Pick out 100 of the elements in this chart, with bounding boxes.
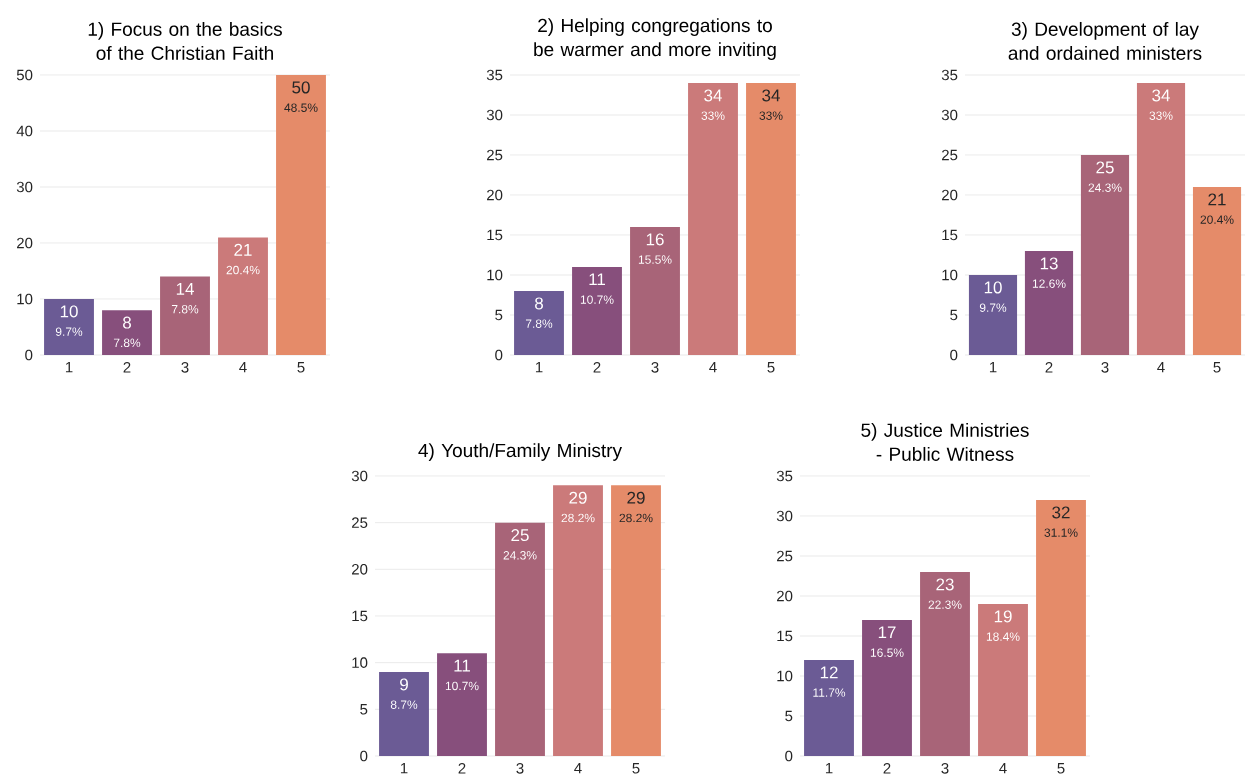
bar: [804, 659, 854, 756]
data-label: 23: [936, 578, 954, 591]
bar: [102, 310, 152, 355]
x-tick-label: 1: [535, 362, 543, 373]
x-tick-label: 3: [651, 362, 659, 373]
annotation: 11.7%: [813, 688, 846, 697]
data-label: 13: [1040, 257, 1058, 270]
bar: [630, 226, 680, 355]
bar: [978, 603, 1028, 756]
x-tick-label: 2: [123, 362, 131, 373]
x-tick-label: 5: [1057, 763, 1065, 774]
y-tick-label: 30: [351, 470, 368, 482]
y-tick-label: 50: [16, 69, 33, 81]
chart-title: 3) Development of lay and ordained ministers: [1008, 21, 1202, 60]
x-tick-label: 4: [239, 362, 247, 373]
annotation: 33%: [701, 111, 725, 120]
x-tick-label: 5: [767, 362, 775, 373]
annotation: 9.7%: [55, 327, 83, 336]
data-label: 8: [535, 297, 543, 310]
y-tick-label: 40: [16, 125, 33, 137]
x-tick-label: 5: [297, 362, 305, 373]
data-label: 12: [820, 666, 838, 679]
data-label: 16: [646, 233, 664, 246]
y-tick-label: 20: [942, 189, 958, 201]
data-label: 29: [569, 491, 587, 504]
annotation: 24.3%: [503, 551, 537, 560]
annotation: 7.8%: [113, 338, 141, 348]
y-tick-label: 5: [950, 309, 958, 321]
data-label: 17: [878, 626, 896, 639]
bar: [968, 274, 1018, 355]
bar: [218, 237, 268, 355]
y-tick-label: 10: [352, 657, 368, 668]
data-label: 34: [1152, 89, 1170, 102]
y-tick-label: 20: [487, 189, 503, 201]
bar: [746, 82, 796, 355]
x-tick-label: 4: [999, 763, 1007, 774]
y-tick-label: 10: [777, 670, 793, 682]
annotation: 15.5%: [638, 255, 672, 264]
data-label: 32: [1052, 506, 1070, 519]
x-tick-label: 2: [458, 763, 466, 774]
annotation: 20.4%: [1200, 215, 1234, 224]
data-label: 25: [1096, 161, 1114, 174]
bar: [1136, 82, 1186, 355]
data-label: 19: [994, 610, 1012, 623]
bar: [920, 571, 970, 756]
x-tick-label: 2: [593, 362, 601, 373]
data-label: 21: [234, 243, 252, 256]
data-label: 34: [762, 89, 780, 102]
y-tick-label: 25: [487, 149, 503, 161]
data-label: 9: [400, 678, 408, 691]
y-tick-label: 0: [785, 750, 793, 762]
annotation: 12.6%: [1032, 279, 1066, 288]
x-tick-label: 4: [574, 763, 582, 774]
y-tick-label: 15: [487, 229, 503, 241]
x-tick-label: 3: [516, 763, 524, 774]
x-tick-label: 1: [65, 362, 73, 373]
x-tick-label: 5: [1213, 362, 1221, 373]
bar: [862, 619, 912, 756]
y-tick-label: 20: [17, 237, 33, 249]
annotation: 48.5%: [284, 103, 318, 112]
bar: [379, 671, 429, 756]
y-tick-label: 25: [942, 149, 958, 161]
y-tick-label: 35: [486, 69, 503, 81]
bar: [1080, 154, 1130, 355]
bar: [514, 290, 564, 355]
annotation: 24.3%: [1088, 183, 1122, 192]
y-tick-label: 5: [360, 704, 368, 715]
annotation: 33%: [1149, 111, 1173, 120]
y-tick-label: 25: [777, 550, 793, 562]
chart-title: 2) Helping congregations to be warmer and more inviting: [534, 18, 776, 60]
annotation: 10.7%: [580, 295, 614, 304]
x-tick-label: 1: [825, 763, 833, 774]
bar: [1036, 499, 1086, 756]
annotation: 18.4%: [986, 632, 1020, 641]
annotation: 31.1%: [1044, 528, 1078, 537]
chart-title: 1) Focus on the basics of the Christian Faith: [88, 21, 282, 60]
bar: [688, 82, 738, 355]
x-tick-label: 4: [1157, 362, 1165, 373]
data-label: 14: [176, 282, 194, 295]
chart-title: 4) Youth/Family Ministry: [418, 443, 622, 461]
data-label: 11: [589, 273, 605, 286]
annotation: 28.2%: [561, 513, 595, 523]
y-tick-label: 10: [17, 293, 33, 305]
data-label: 25: [511, 529, 529, 542]
y-tick-label: 30: [16, 181, 33, 193]
y-tick-label: 0: [495, 349, 503, 361]
y-tick-label: 25: [352, 517, 368, 528]
y-tick-label: 5: [785, 710, 793, 722]
y-tick-label: 5: [495, 309, 503, 321]
x-tick-label: 1: [400, 763, 408, 774]
x-tick-label: 1: [989, 362, 997, 373]
y-tick-label: 10: [487, 269, 503, 281]
annotation: 7.8%: [525, 319, 553, 328]
bar: [437, 653, 487, 756]
x-tick-label: 3: [1101, 362, 1109, 373]
bar: [553, 485, 603, 756]
annotation: 28.2%: [619, 513, 653, 523]
annotation: 10.7%: [445, 681, 479, 691]
y-tick-label: 10: [942, 269, 958, 281]
bar: [495, 522, 545, 756]
